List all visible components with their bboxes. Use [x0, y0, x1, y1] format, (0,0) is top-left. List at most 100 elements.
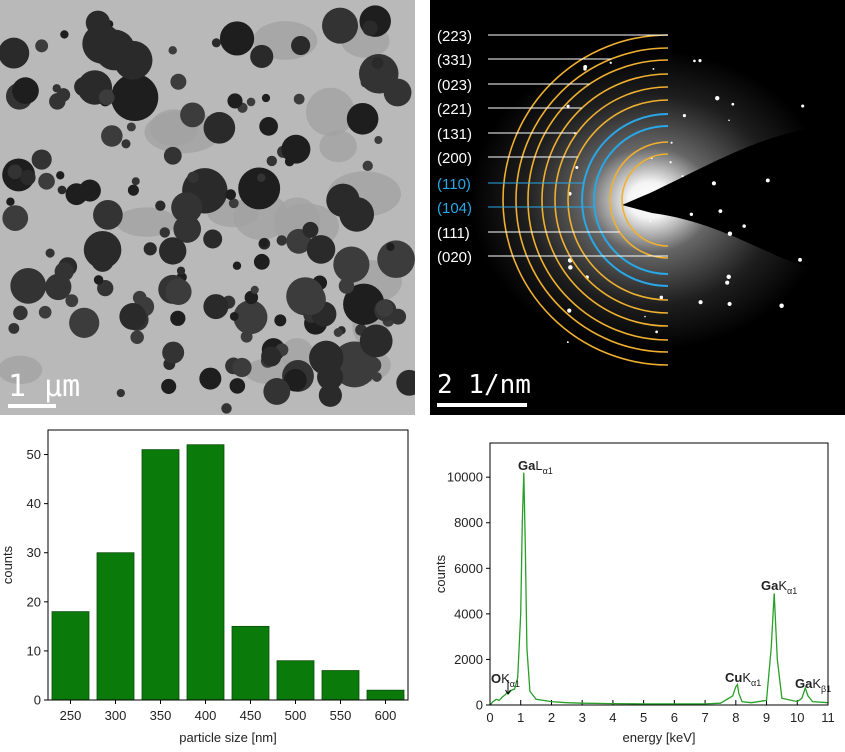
tem-particle	[274, 314, 287, 327]
diffraction-spot	[659, 295, 664, 300]
tem-image	[0, 0, 415, 415]
ring-label: (331)	[437, 52, 472, 69]
tem-particle	[8, 322, 20, 334]
tem-particle	[121, 139, 131, 149]
tem-particle	[176, 266, 186, 275]
diffraction-spot	[649, 220, 652, 222]
tem-particle	[259, 117, 278, 136]
tem-particle	[338, 278, 355, 294]
x-tick-label: 600	[375, 708, 397, 723]
tem-particle	[143, 242, 157, 256]
x-axis-label: energy [keV]	[623, 730, 696, 745]
peak-label: CuKα1	[725, 670, 761, 688]
tem-particle	[74, 77, 94, 97]
y-tick-label: 0	[476, 698, 483, 713]
diffraction-scale-label: 2 1/nm	[437, 370, 531, 400]
diffraction-spot	[801, 104, 805, 108]
diffraction-spot	[731, 102, 735, 106]
x-axis-label: particle size [nm]	[179, 730, 277, 745]
x-tick-label: 4	[609, 710, 616, 725]
tem-blob	[306, 87, 355, 137]
peak-subscript: β1	[821, 684, 831, 694]
ring-label: (131)	[437, 126, 472, 143]
peak-element: O	[491, 671, 501, 686]
tem-particle	[250, 44, 274, 69]
tem-particle	[256, 173, 266, 183]
bar	[186, 444, 225, 701]
plot-frame	[47, 429, 409, 701]
diffraction-image	[430, 0, 845, 415]
tem-particle	[371, 57, 384, 69]
bar	[366, 689, 405, 701]
diffraction-spot	[725, 280, 730, 285]
tem-blob	[319, 130, 357, 163]
tem-particle	[0, 37, 30, 69]
tem-particle	[13, 305, 28, 321]
tem-particle	[119, 303, 147, 330]
plot-frame	[489, 442, 829, 706]
tem-particle	[228, 198, 239, 209]
tem-particle	[322, 7, 359, 44]
x-tick-label: 9	[763, 710, 770, 725]
bar	[276, 660, 315, 701]
tem-particle	[7, 164, 23, 180]
ring-label: (104)	[437, 200, 472, 217]
tem-particle	[333, 246, 370, 283]
tem-particle	[187, 171, 199, 184]
x-tick-label: 11	[821, 710, 835, 725]
diffraction-spot	[682, 113, 686, 118]
ring-label: (023)	[437, 77, 472, 94]
tem-particle	[259, 238, 269, 248]
tem-particle	[343, 283, 385, 326]
diffraction-spot	[742, 224, 746, 228]
peak-label: OKα1	[491, 671, 520, 689]
tem-particle	[266, 155, 277, 167]
x-tick-label: 350	[150, 708, 172, 723]
tem-particle	[97, 279, 114, 297]
peak-label: GaKβ1	[795, 676, 831, 694]
tem-particle	[57, 185, 67, 195]
tem-particle	[170, 73, 187, 90]
ring-label: (110)	[437, 176, 471, 193]
x-tick-label: 3	[579, 710, 586, 725]
tem-particle	[45, 273, 72, 301]
tem-particle	[374, 74, 386, 85]
tem-blob	[0, 355, 43, 385]
tem-particle	[6, 197, 15, 206]
tem-particle	[161, 378, 177, 394]
tem-particle	[116, 388, 125, 398]
tem-particle	[253, 253, 270, 270]
tem-particle	[85, 10, 111, 35]
tem-particle	[83, 230, 122, 269]
tem-particle	[238, 167, 281, 210]
diffraction-spot	[727, 231, 733, 236]
tem-particle	[155, 200, 166, 211]
diffraction-spot	[765, 178, 770, 183]
peak-arrow	[505, 680, 511, 695]
tem-particle	[60, 30, 69, 39]
tem-particle	[374, 135, 383, 144]
tem-particle	[318, 383, 342, 407]
diffraction-spot	[575, 166, 579, 170]
diffraction-spot	[566, 341, 569, 344]
peak-element: Ga	[795, 676, 813, 691]
tem-particle	[49, 93, 66, 110]
ring-label: (111)	[437, 225, 470, 242]
diffraction-ring	[554, 86, 669, 314]
y-tick-label: 20	[27, 594, 41, 609]
y-tick-label: 10000	[447, 470, 483, 485]
peak-subscript: α1	[543, 466, 553, 476]
diffraction-spot	[698, 300, 703, 305]
tem-particle	[284, 368, 307, 392]
y-tick-label: 30	[27, 545, 41, 560]
x-tick-label: 6	[671, 710, 678, 725]
tem-particle	[38, 172, 55, 190]
diffraction-ring	[527, 59, 669, 341]
tem-particle	[163, 146, 182, 165]
diffraction-spot	[698, 59, 702, 63]
tem-particle	[180, 102, 205, 128]
tem-particle	[31, 149, 52, 170]
tem-particle	[261, 346, 282, 367]
diffraction-ring	[567, 99, 669, 301]
tem-particle	[240, 330, 253, 343]
